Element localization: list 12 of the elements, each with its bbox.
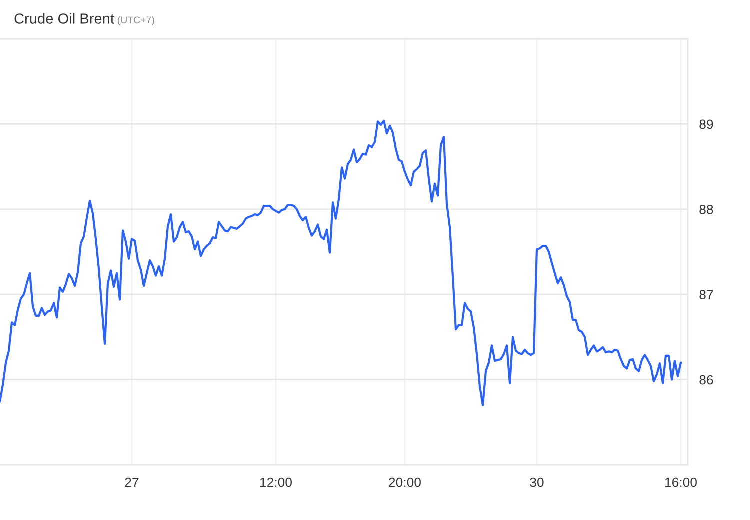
y-tick-label: 88 bbox=[700, 204, 714, 214]
x-tick-label: 20:00 bbox=[389, 478, 421, 488]
chart-title: Crude Oil Brent bbox=[14, 13, 114, 24]
y-tick-label: 89 bbox=[700, 120, 714, 130]
y-tick-label: 86 bbox=[700, 375, 714, 385]
chart-subtitle: (UTC+7) bbox=[118, 16, 154, 26]
x-tick-label: 16:00 bbox=[665, 478, 697, 488]
line-series bbox=[0, 120, 682, 406]
x-tick-label: 27 bbox=[125, 478, 139, 488]
y-tick-label: 87 bbox=[700, 290, 714, 300]
x-tick-label: 12:00 bbox=[260, 478, 292, 488]
x-tick-label: 30 bbox=[530, 478, 544, 488]
